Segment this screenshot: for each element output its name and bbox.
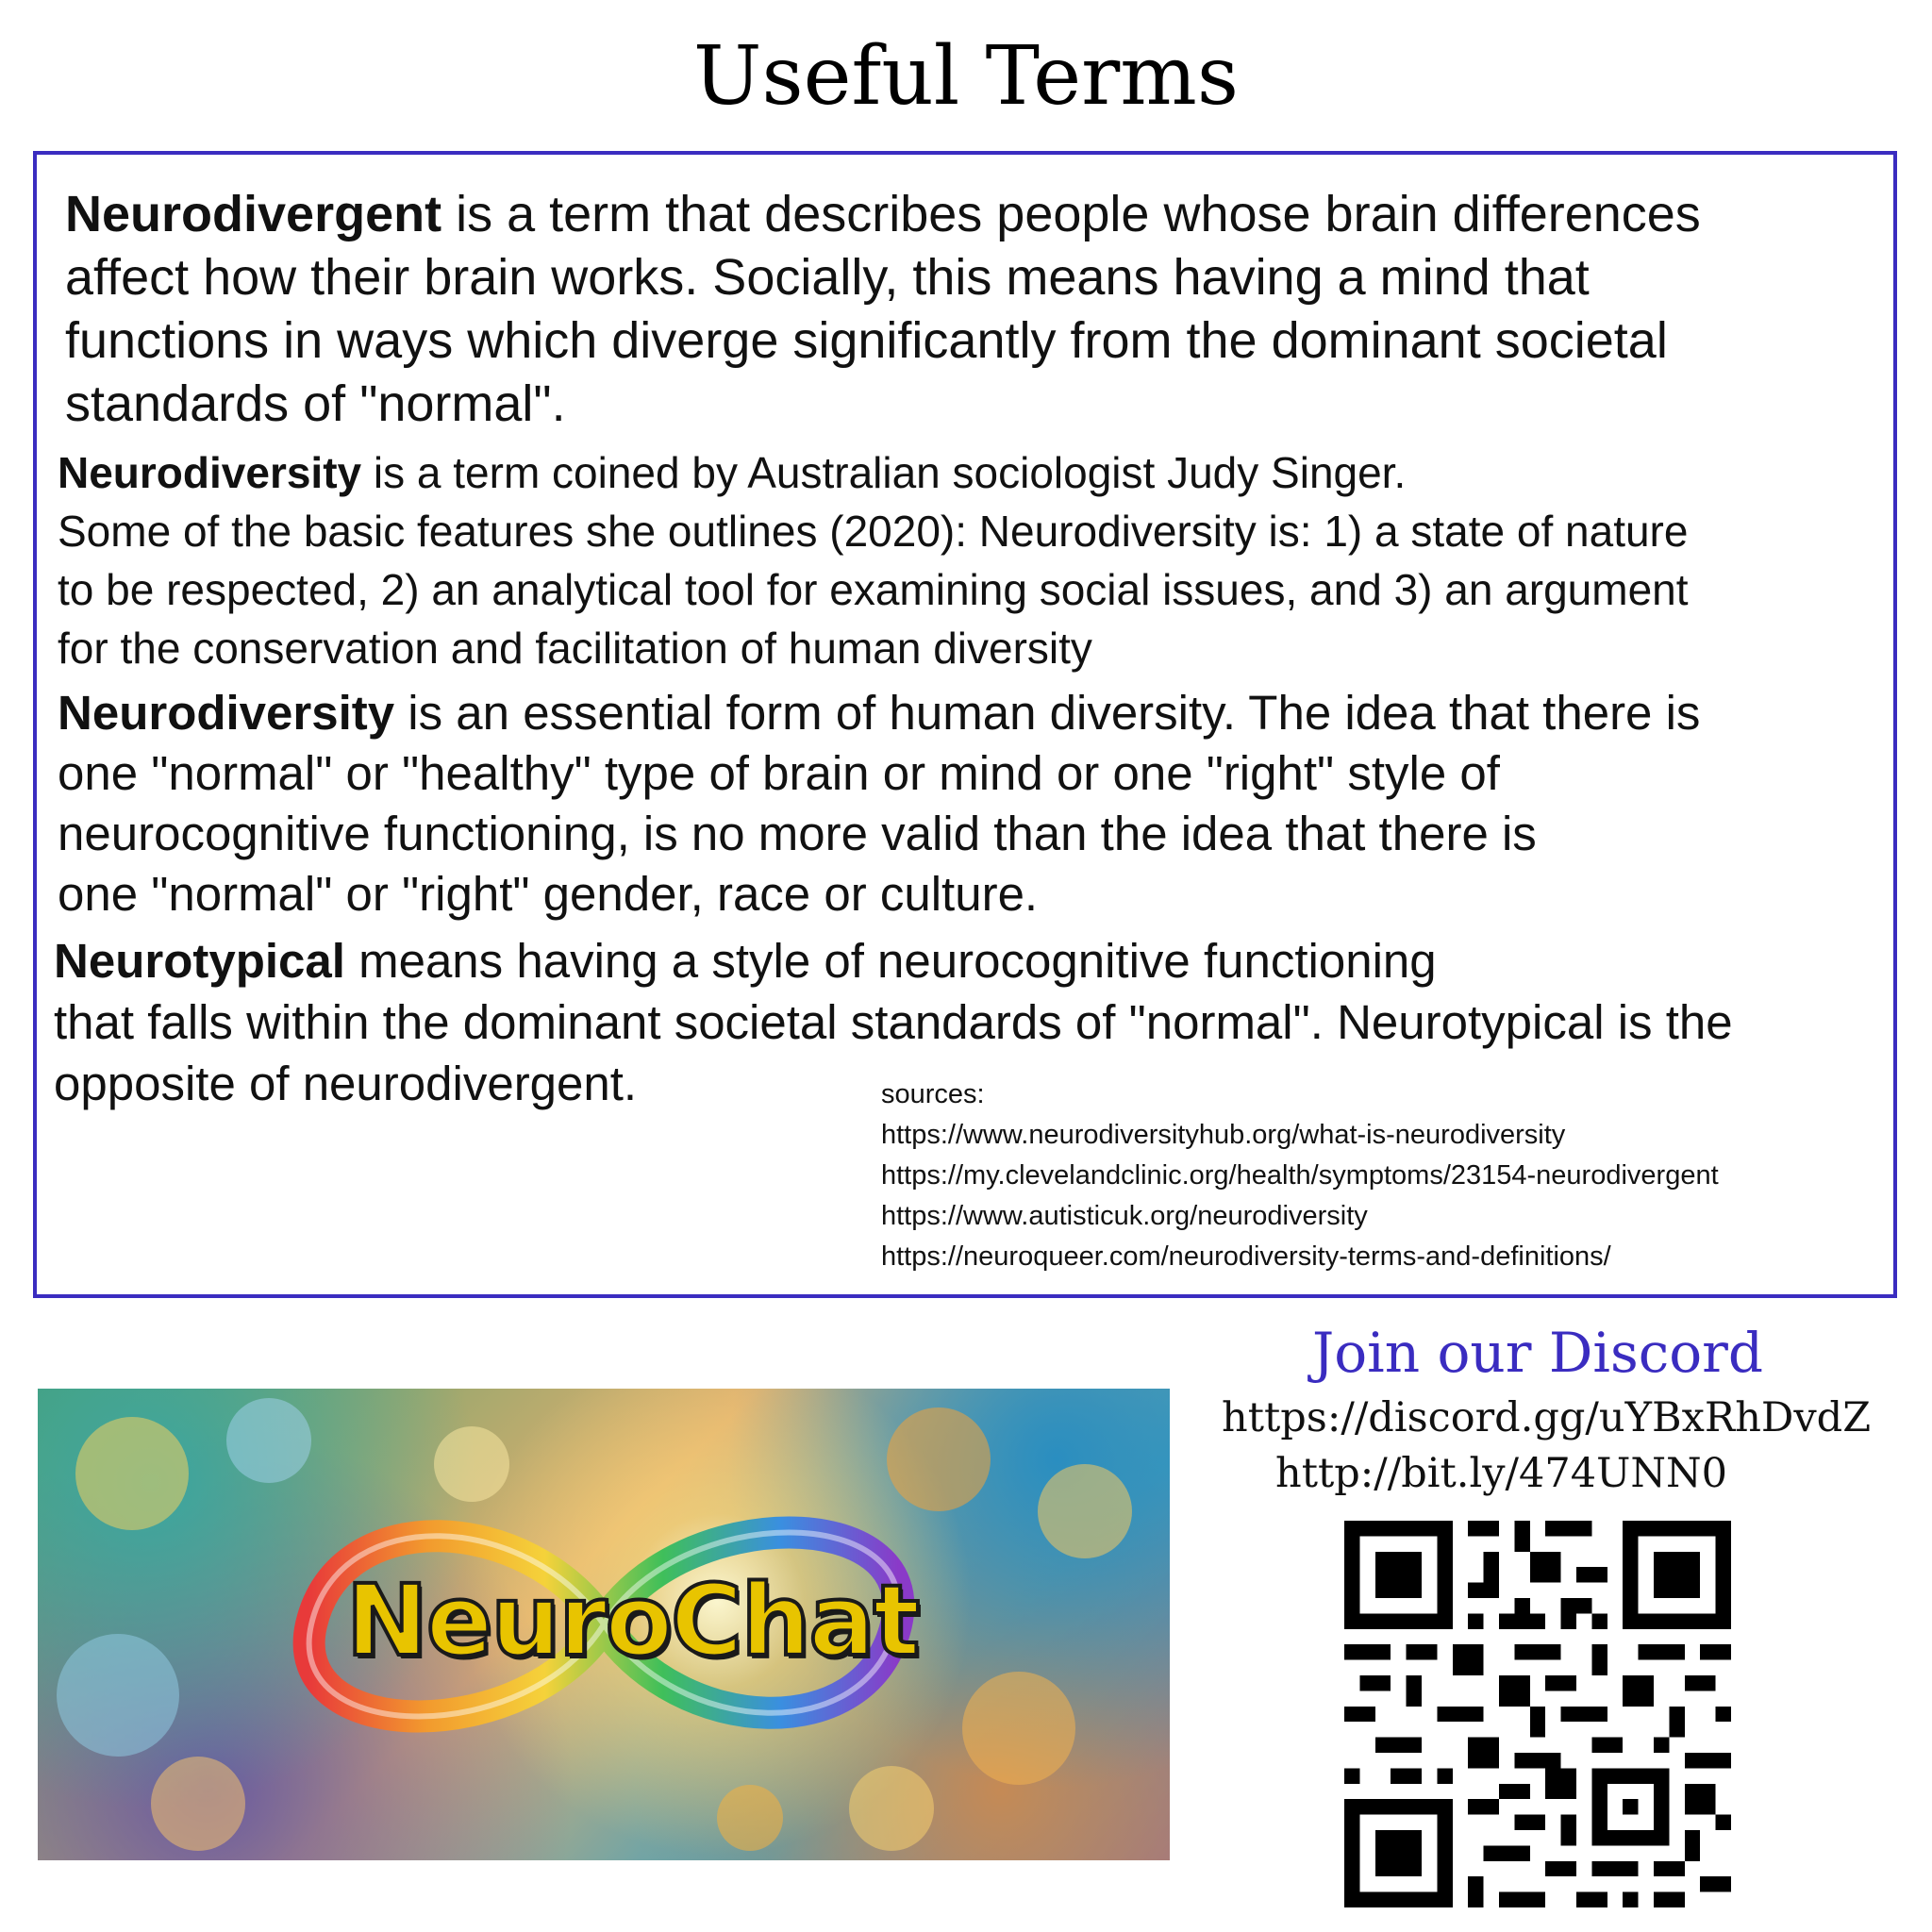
discord-short-link[interactable]: http://bit.ly/474UNN0 bbox=[1275, 1450, 1727, 1497]
bokeh-light bbox=[849, 1766, 934, 1851]
page-title: Useful Terms bbox=[693, 29, 1239, 124]
qr-code-icon[interactable] bbox=[1344, 1521, 1731, 1907]
discord-heading: Join our Discord bbox=[1311, 1321, 1764, 1385]
rainbow-infinity-icon bbox=[292, 1516, 915, 1733]
discord-invite-link[interactable]: https://discord.gg/uYBxRhDvdZ bbox=[1222, 1394, 1872, 1441]
term-neurodiversity-singer: Neurodiversity is a term coined by Austr… bbox=[58, 448, 1689, 673]
term-heading: Neurodiversity bbox=[58, 448, 362, 497]
bokeh-light bbox=[75, 1417, 189, 1530]
bokeh-light bbox=[226, 1398, 311, 1483]
sources-label: sources: bbox=[881, 1079, 985, 1109]
bokeh-light bbox=[887, 1407, 991, 1511]
bokeh-light bbox=[717, 1785, 783, 1851]
term-neurodivergent: Neurodivergent is a term that describes … bbox=[65, 186, 1701, 432]
term-neurodiversity-essential: Neurodiversity is an essential form of h… bbox=[58, 686, 1701, 921]
bokeh-light bbox=[1038, 1464, 1132, 1558]
terms-box: Neurodivergent is a term that describes … bbox=[33, 151, 1897, 1298]
source-link[interactable]: https://my.clevelandclinic.org/health/sy… bbox=[881, 1160, 1719, 1191]
bokeh-light bbox=[151, 1757, 245, 1851]
source-link[interactable]: https://neuroqueer.com/neurodiversity-te… bbox=[881, 1241, 1611, 1272]
neurochat-banner: NeuroChat bbox=[38, 1389, 1170, 1860]
term-heading: Neurodiversity bbox=[58, 686, 395, 740]
source-link[interactable]: https://www.neurodiversityhub.org/what-i… bbox=[881, 1120, 1566, 1150]
source-link[interactable]: https://www.autisticuk.org/neurodiversit… bbox=[881, 1201, 1368, 1231]
bokeh-light bbox=[962, 1672, 1075, 1785]
term-heading: Neurotypical bbox=[54, 934, 345, 988]
term-heading: Neurodivergent bbox=[65, 186, 442, 242]
bokeh-light bbox=[434, 1426, 509, 1502]
bokeh-light bbox=[57, 1634, 179, 1757]
neurochat-logo-text: NeuroChat bbox=[344, 1561, 923, 1680]
sources-list: sources: https://www.neurodiversityhub.o… bbox=[881, 1074, 1872, 1277]
term-neurotypical: Neurotypical means having a style of neu… bbox=[54, 934, 1733, 1110]
